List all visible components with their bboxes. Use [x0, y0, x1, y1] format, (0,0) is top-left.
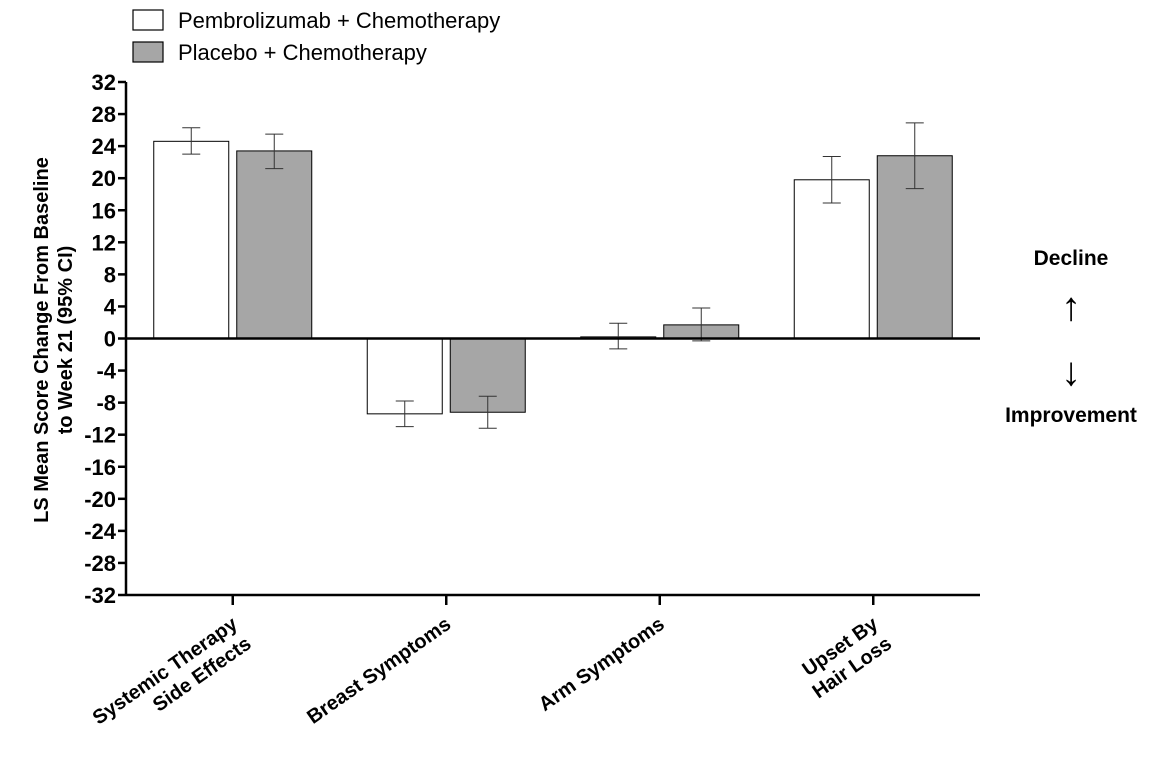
y-tick-label: 20 [92, 166, 116, 191]
y-tick-label: -12 [84, 423, 116, 448]
y-tick-label: -24 [84, 519, 117, 544]
y-tick-label: 12 [92, 230, 116, 255]
legend-label-pembrolizumab: Pembrolizumab + Chemotherapy [178, 8, 500, 33]
y-tick-label: -16 [84, 455, 116, 480]
y-tick-label: -8 [96, 391, 116, 416]
x-tick-label: Arm Symptoms [535, 613, 669, 716]
x-tick-label: Breast Symptoms [303, 613, 455, 729]
y-tick-label: 0 [104, 327, 116, 352]
y-tick-label: -20 [84, 487, 116, 512]
y-axis: 32 28 24 20 16 12 8 4 0 -4 -8 -12 -16 -20 -24 -28 -32 [84, 70, 128, 608]
y-tick-label: 16 [92, 198, 116, 223]
y-axis-title: LS Mean Score Change From Baseline to We… [31, 157, 77, 523]
up-arrow: ↑ [1061, 285, 1081, 329]
y-tick-label: 32 [92, 70, 116, 95]
decline-label: Decline [1034, 247, 1109, 270]
legend: Pembrolizumab + Chemotherapy Placebo + C… [132, 8, 500, 65]
y-axis-title-line-2: to Week 21 (95% CI) [55, 246, 77, 435]
down-arrow: ↓ [1061, 350, 1081, 394]
legend-swatch-pembrolizumab [132, 9, 164, 31]
y-axis-title-line-1: LS Mean Score Change From Baseline [31, 157, 53, 523]
bar-pembrolizumab [793, 179, 870, 339]
y-tick-label: -4 [96, 359, 116, 384]
y-tick-label: 24 [92, 134, 117, 159]
direction-annotation: Decline ↑ ↓ Improvement [1005, 247, 1137, 427]
x-tick-label: Upset ByHair Loss [795, 613, 897, 703]
legend-label-placebo: Placebo + Chemotherapy [178, 40, 427, 65]
bar-pembrolizumab [153, 140, 230, 339]
x-tick-label: Systemic TherapySide Effects [89, 613, 256, 749]
bars [153, 140, 953, 415]
x-axis: Systemic TherapySide Effects Breast Sympt… [89, 337, 980, 749]
y-tick-label: 4 [104, 294, 117, 319]
y-tick-label: -32 [84, 583, 116, 608]
y-tick-label: 28 [92, 102, 116, 127]
improvement-label: Improvement [1005, 404, 1137, 427]
y-tick-label: -28 [84, 551, 116, 576]
bar-placebo [236, 150, 313, 339]
legend-swatch-placebo [132, 41, 164, 63]
y-tick-label: 8 [104, 262, 116, 287]
error-bars [182, 122, 924, 429]
